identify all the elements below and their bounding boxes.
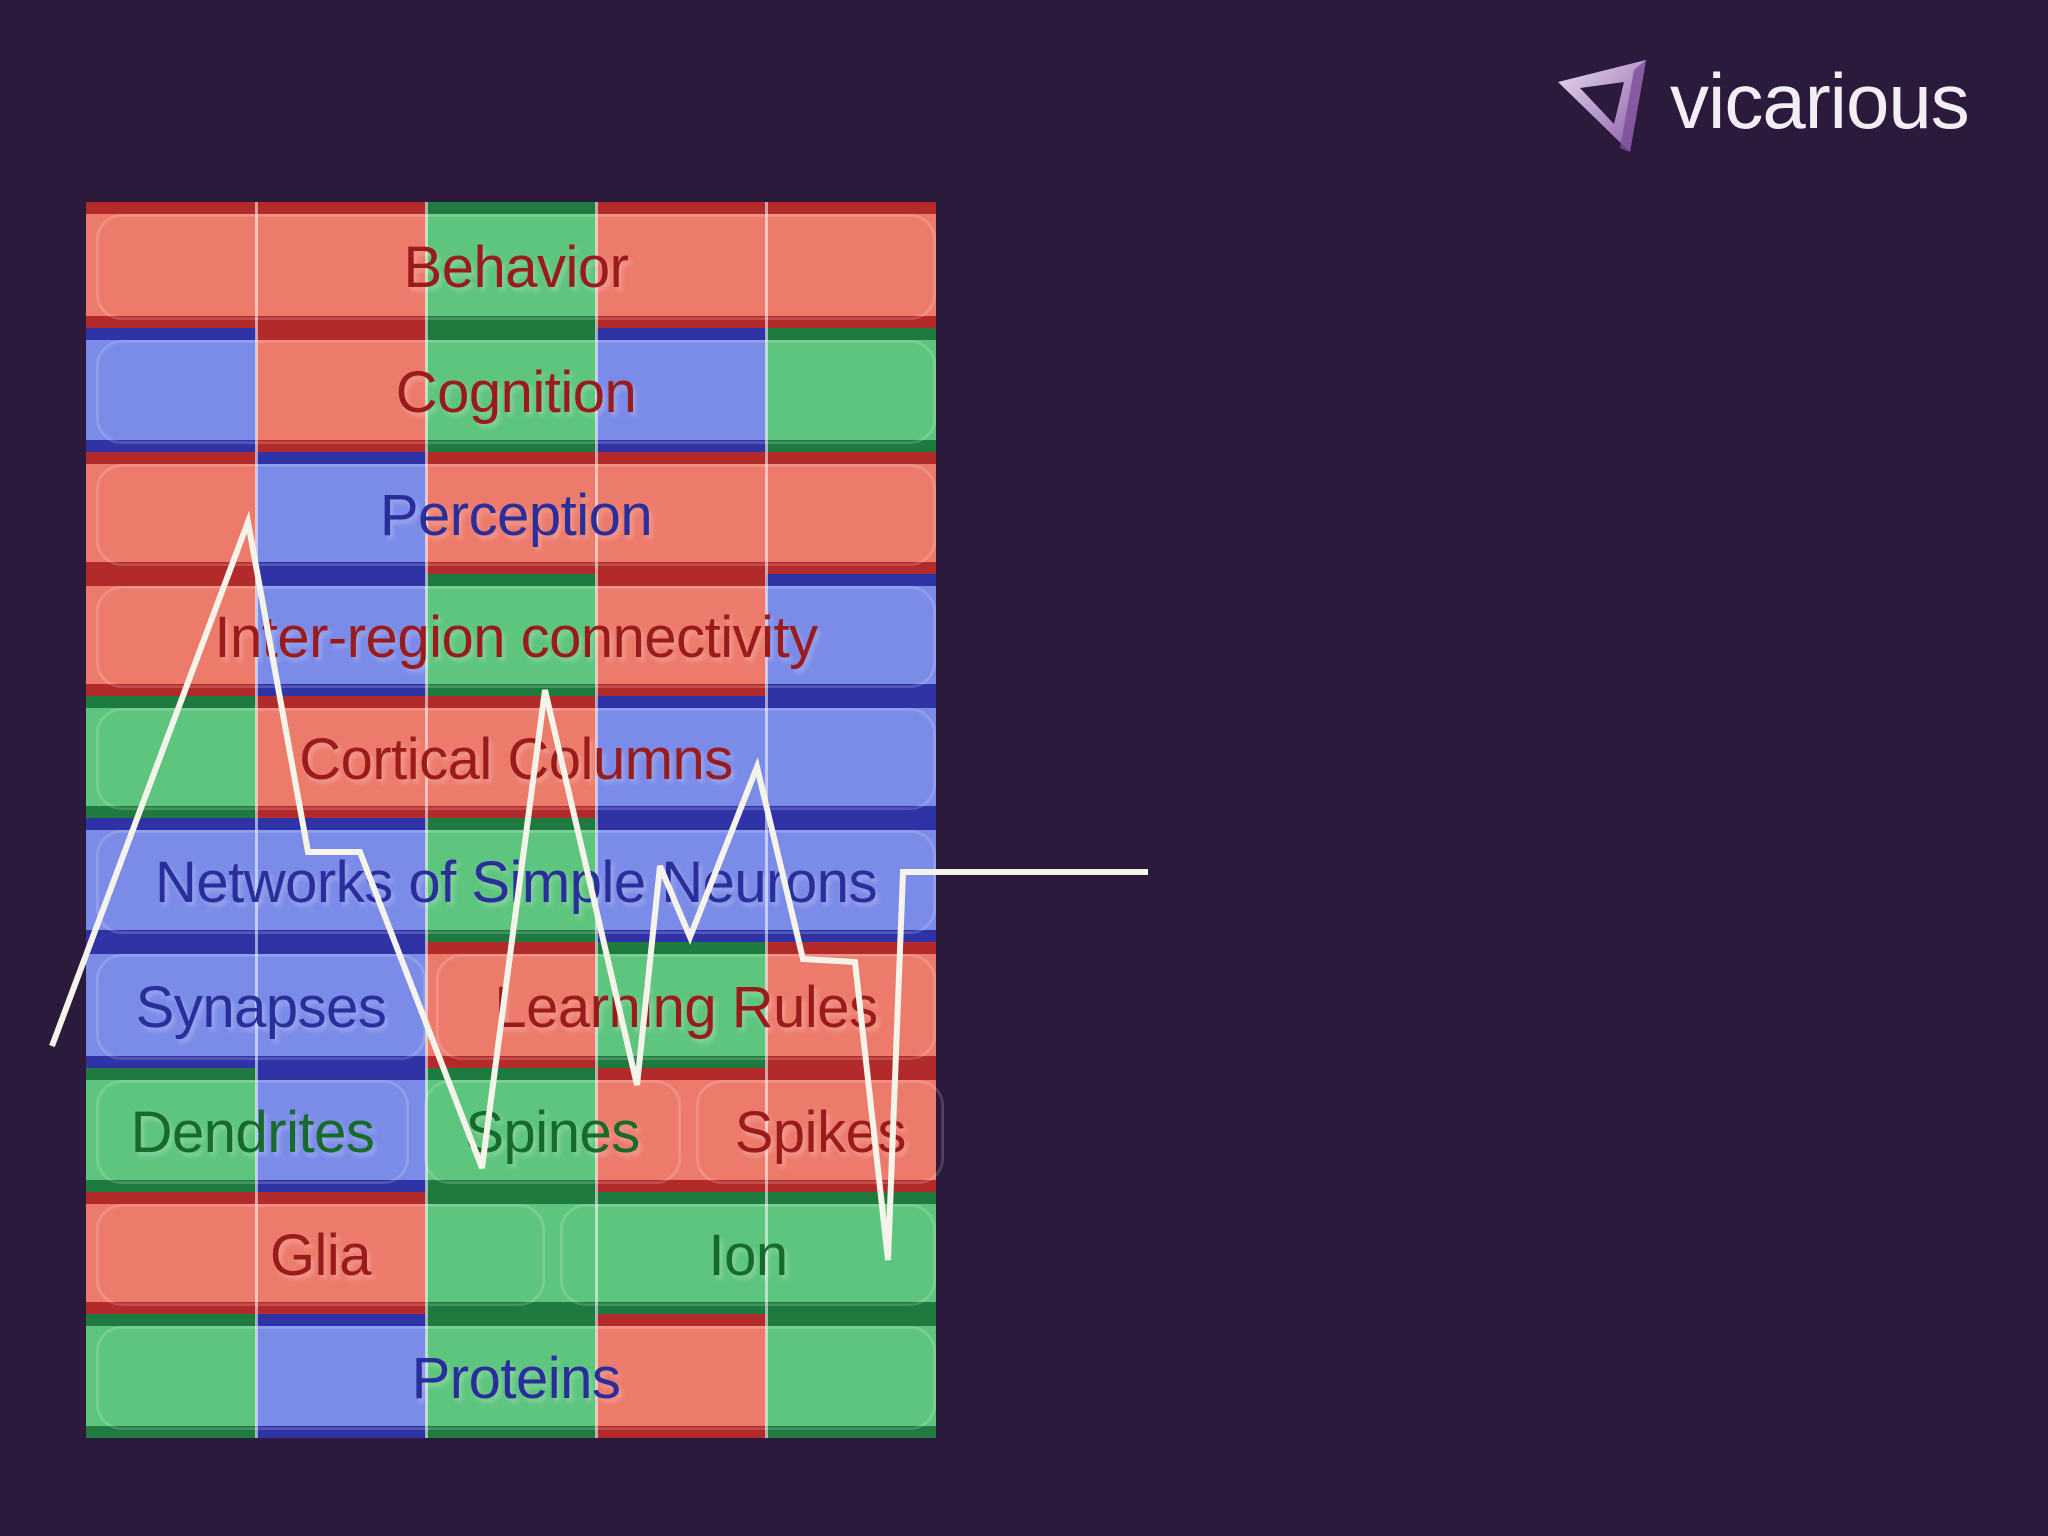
grid-cell-fill	[426, 830, 596, 930]
vicarious-logo: vicarious	[1550, 48, 1990, 168]
grid-cell-fill	[256, 464, 426, 562]
grid-cell-fill	[766, 708, 936, 806]
grid-cell-fill	[256, 954, 426, 1056]
level-label-pill: Spines	[424, 1080, 681, 1184]
level-label-pill: Synapses	[96, 954, 426, 1060]
grid-cell-fill	[426, 214, 596, 316]
grid-cell-fill	[766, 464, 936, 562]
grid-cell-fill	[596, 586, 766, 684]
grid-cell-fill	[766, 340, 936, 440]
level-label-pill: Glia	[96, 1204, 545, 1306]
grid-cell-fill	[426, 464, 596, 562]
grid-cell-fill	[256, 1204, 426, 1302]
grid-cell-fill	[596, 1326, 766, 1426]
grid-cell-fill	[766, 1204, 936, 1302]
level-label-pill: Perception	[96, 464, 936, 566]
grid-cell-fill	[256, 830, 426, 930]
grid-cell-fill	[426, 586, 596, 684]
level-label-pill: Inter-region connectivity	[96, 586, 936, 688]
level-label-pill: Dendrites	[96, 1080, 409, 1184]
column-divider	[595, 202, 598, 1438]
level-label-pill: Learning Rules	[436, 954, 936, 1060]
grid-cell-fill	[596, 708, 766, 806]
grid-cell-fill	[766, 214, 936, 316]
grid-cell-fill	[766, 954, 936, 1056]
grid-cell-fill	[596, 214, 766, 316]
column-divider	[255, 202, 258, 1438]
level-label-pill: Behavior	[96, 214, 936, 320]
grid-cell-fill	[426, 340, 596, 440]
column-divider	[425, 202, 428, 1438]
grid-cell-fill	[766, 586, 936, 684]
column-divider	[765, 202, 768, 1438]
grid-cell-fill	[596, 1204, 766, 1302]
grid-cell-fill	[256, 1326, 426, 1426]
grid-cell-fill	[596, 1080, 766, 1180]
grid-cell-fill	[766, 1326, 936, 1426]
grid-cell-fill	[256, 586, 426, 684]
grid-cell-fill	[596, 464, 766, 562]
grid-cell-fill	[256, 214, 426, 316]
grid-cell-fill	[426, 1326, 596, 1426]
vicarious-triangle-logo-icon	[1558, 60, 1646, 152]
grid-cell-fill	[766, 1080, 936, 1180]
grid-cell-fill	[596, 340, 766, 440]
level-label-pill: Cognition	[96, 340, 936, 444]
grid-cell-fill	[256, 340, 426, 440]
level-label-pill: Cortical Columns	[96, 708, 936, 810]
level-label-pill: Ion	[560, 1204, 936, 1306]
logo-wordmark: vicarious	[1670, 57, 1970, 145]
level-label-pill: Proteins	[96, 1326, 936, 1430]
